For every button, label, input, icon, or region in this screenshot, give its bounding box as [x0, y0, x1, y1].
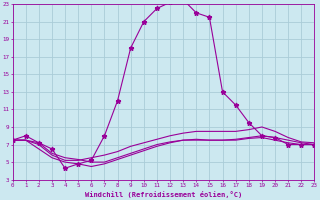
- X-axis label: Windchill (Refroidissement éolien,°C): Windchill (Refroidissement éolien,°C): [85, 191, 242, 198]
